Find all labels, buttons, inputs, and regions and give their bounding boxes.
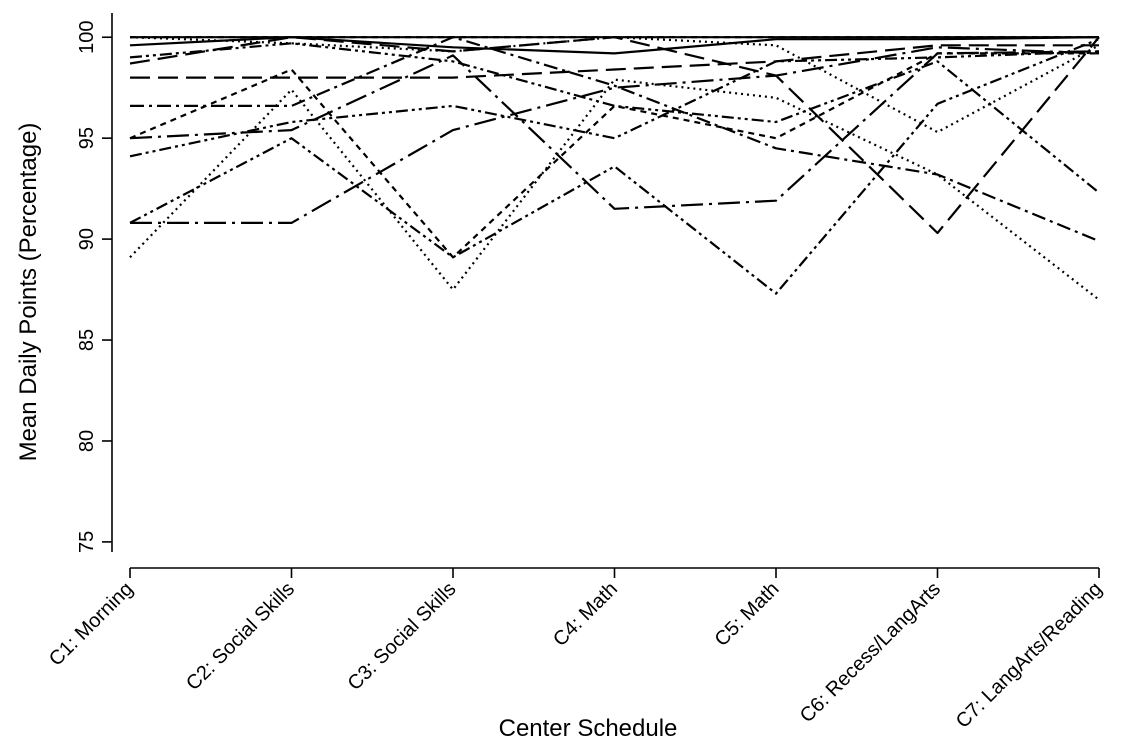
y-tick-label: 75 [76,531,98,553]
x-tick-label: C4: Math [549,578,622,651]
y-axis-title: Mean Daily Points (Percentage) [15,123,42,462]
x-tick-label: C5: Math [711,578,784,651]
x-tick-label: C7: LangArts/Reading [952,578,1107,733]
series-line-4 [129,36,1100,235]
series-line-7 [129,78,1100,301]
series-layer [129,36,1100,301]
series-line-13 [129,42,1100,194]
y-tick-label: 90 [76,228,98,250]
y-tick-label: 85 [76,329,98,351]
x-axis-ticks: C1: Morning C2: Social Skills C3: Social S… [45,568,1107,733]
series-line-3 [130,44,1099,79]
series-line-9 [130,46,1100,224]
x-tick-label: C1: Morning [45,578,138,671]
x-axis-title: Center Schedule [499,715,678,742]
x-tick-label: C3: Social Skills [344,578,461,695]
series-line-14 [129,52,1099,259]
x-tick-label: C6: Recess/LangArts [796,578,945,727]
series-line-12 [129,38,1100,295]
series-line-11 [129,50,1100,158]
y-axis-ticks: 75 80 85 90 95 100 [76,21,112,553]
y-tick-label: 95 [76,127,98,149]
x-tick-label: C2: Social Skills [182,578,299,695]
series-line-8 [130,36,1100,243]
y-tick-label: 80 [76,430,98,452]
y-tick-label: 100 [76,21,98,54]
